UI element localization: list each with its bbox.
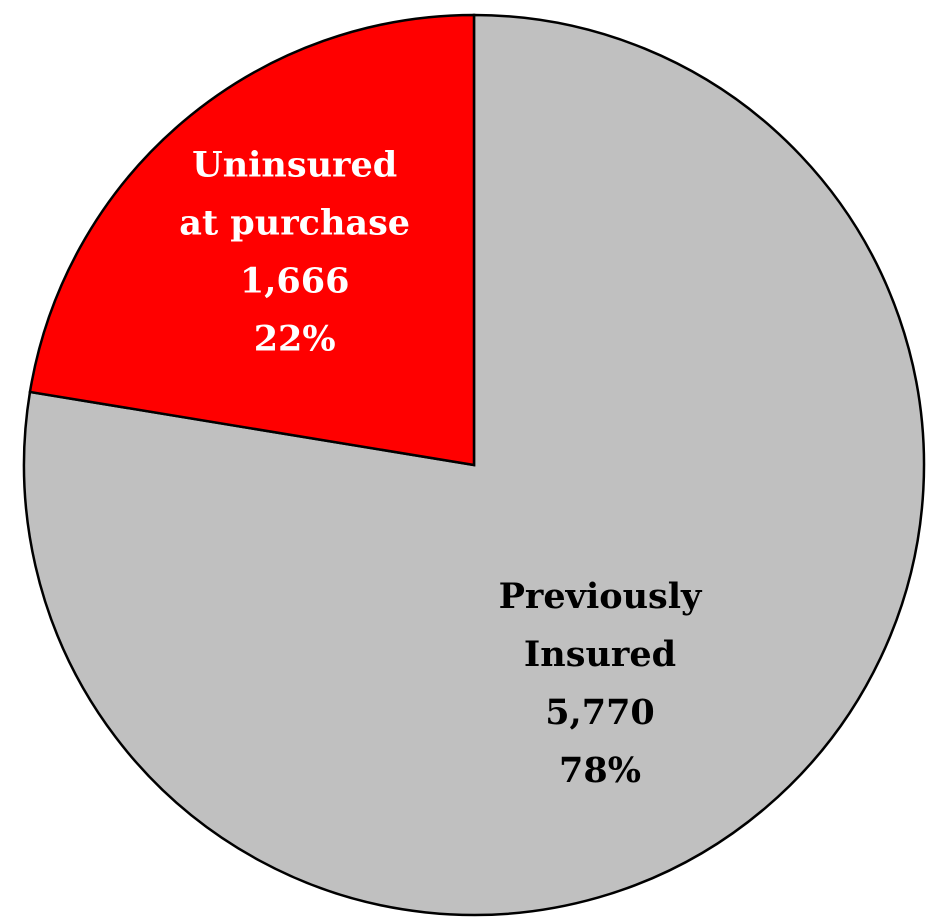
pie-slices [22,13,926,917]
pie-slice-1 [28,13,476,467]
pie-labels: Previously Insured 5,770 78% Uninsured at pur… [179,144,703,791]
slice-label-line: Insured [524,634,676,675]
slice-percent-label: 78% [559,750,641,791]
slice-label-line: at purchase [179,202,410,243]
slice-value-label: 1,666 [240,260,350,301]
slice-label-line: Previously [499,576,703,617]
slice-label-line: Uninsured [192,144,397,185]
slice-value-label: 5,770 [545,692,655,733]
slice-percent-label: 22% [254,318,336,359]
pie-slice-0 [22,13,926,917]
